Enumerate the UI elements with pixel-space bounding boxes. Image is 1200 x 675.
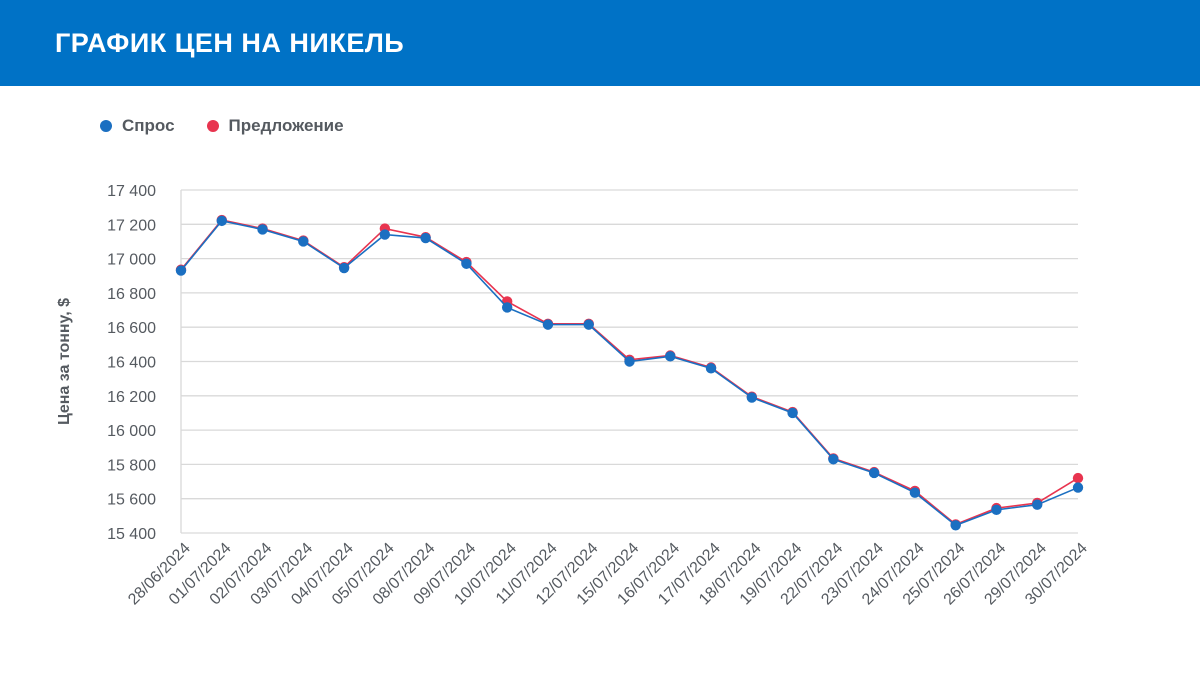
legend-item-supply: Предложение bbox=[206, 116, 344, 136]
data-point-demand bbox=[542, 319, 554, 330]
y-tick-label: 16 000 bbox=[107, 423, 156, 440]
legend-dot-demand bbox=[100, 120, 112, 132]
chart-legend: Спрос Предложение bbox=[100, 116, 376, 136]
y-axis-title: Цена за тонну, $ bbox=[56, 298, 73, 425]
data-point-demand bbox=[950, 520, 961, 531]
y-tick-label: 16 800 bbox=[107, 286, 156, 303]
data-point-demand bbox=[420, 232, 431, 244]
data-point-demand bbox=[665, 351, 676, 362]
data-point-supply bbox=[1072, 472, 1084, 484]
y-tick-label: 17 400 bbox=[107, 183, 156, 200]
data-point-demand bbox=[1032, 499, 1043, 510]
data-point-demand bbox=[746, 392, 758, 403]
data-point-demand bbox=[868, 467, 880, 479]
data-point-demand bbox=[338, 262, 350, 274]
data-point-demand bbox=[909, 487, 921, 498]
y-tick-label: 15 600 bbox=[107, 492, 156, 509]
series-line-demand bbox=[180, 219, 1079, 527]
legend-dot-supply bbox=[206, 120, 219, 132]
data-point-demand bbox=[1072, 482, 1084, 493]
y-tick-label: 15 400 bbox=[107, 526, 156, 543]
page-title: ГРАФИК ЦЕН НА НИКЕЛЬ bbox=[55, 28, 405, 58]
data-point-demand bbox=[787, 407, 798, 419]
data-point-demand bbox=[624, 356, 635, 367]
header-bar: ГРАФИК ЦЕН НА НИКЕЛЬ bbox=[0, 0, 1200, 86]
data-point-demand bbox=[501, 302, 513, 313]
y-tick-label: 17 000 bbox=[107, 252, 156, 269]
data-point-demand bbox=[828, 454, 839, 465]
data-point-demand bbox=[257, 224, 268, 235]
y-tick-label: 17 200 bbox=[107, 217, 156, 234]
series-line-supply bbox=[180, 219, 1079, 526]
y-tick-label: 16 600 bbox=[107, 320, 156, 337]
data-point-demand bbox=[705, 363, 717, 374]
data-point-demand bbox=[298, 236, 309, 247]
data-point-demand bbox=[216, 215, 227, 227]
data-point-demand bbox=[175, 265, 187, 276]
y-tick-label: 16 200 bbox=[107, 389, 156, 406]
data-point-demand bbox=[583, 319, 594, 330]
data-point-demand bbox=[461, 258, 472, 269]
data-point-demand bbox=[379, 229, 391, 240]
y-tick-label: 15 800 bbox=[107, 457, 156, 474]
data-point-demand bbox=[991, 504, 1002, 516]
y-tick-label: 16 400 bbox=[107, 355, 156, 372]
legend-label-demand: Спрос bbox=[122, 116, 175, 135]
legend-item-demand: Спрос bbox=[100, 116, 175, 136]
legend-label-supply: Предложение bbox=[228, 116, 344, 135]
